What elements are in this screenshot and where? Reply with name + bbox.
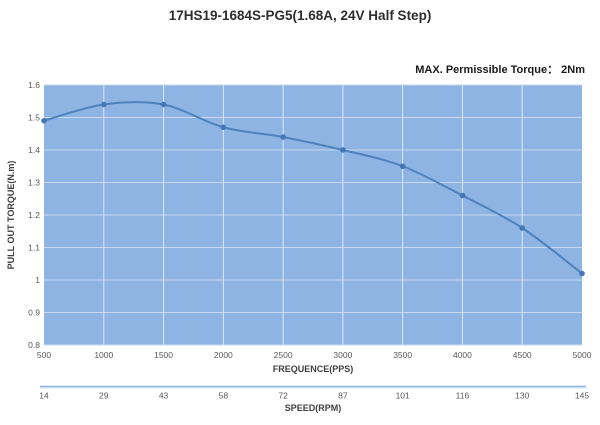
y-tick-label: 1.5 [28, 113, 40, 123]
data-point-marker [100, 101, 107, 108]
data-point-marker [519, 225, 526, 231]
torque-curve [43, 101, 583, 275]
speed-tick-label: 116 [456, 391, 470, 401]
y-tick-label: 1.1 [28, 243, 40, 253]
y-tick-label: 1.2 [28, 210, 40, 220]
speed-tick-label: 72 [278, 391, 288, 401]
speed-tick-label: 130 [515, 391, 529, 401]
speed-tick-label: 58 [219, 391, 229, 401]
data-point-marker [220, 124, 227, 131]
speed-tick-label: 145 [575, 391, 589, 401]
x-tick-label: 3500 [393, 350, 412, 360]
speed-tick-label: 101 [396, 391, 410, 401]
x-tick-label: 2500 [274, 350, 293, 360]
y-tick-label: 1.3 [28, 178, 40, 188]
y-tick-label: 0.8 [28, 340, 40, 350]
data-point-marker [399, 163, 406, 170]
x-tick-label: 3000 [333, 350, 352, 360]
speed-tick-label: 87 [338, 391, 348, 401]
max-permissible-torque-annotation: MAX. Permissible Torque： 2Nm [415, 64, 585, 76]
x-axis-title: FREQUENCE(PPS) [272, 364, 354, 374]
data-point-marker [579, 270, 585, 277]
y-tick-label: 0.9 [28, 308, 40, 318]
chart-title: 17HS19-1684S-PG5(1.68A, 24V Half Step) [168, 8, 432, 23]
data-point-marker [160, 101, 167, 108]
speed-tick-label: 43 [159, 391, 169, 401]
x-tick-label: 4000 [453, 350, 472, 360]
x-tick-label: 5000 [573, 350, 592, 360]
speed-tick-label: 14 [39, 391, 49, 401]
y-tick-label: 1 [35, 275, 40, 285]
y-axis-title: PULL OUT TORQUE(N.m) [6, 160, 16, 270]
x-tick-label: 500 [37, 350, 51, 360]
data-point-marker [340, 147, 346, 153]
speed-tick-label: 29 [99, 391, 109, 401]
x-tick-label: 1000 [94, 350, 113, 360]
data-point-marker [41, 117, 47, 124]
data-point-marker [280, 134, 286, 140]
x-tick-label: 1500 [154, 350, 173, 360]
x-tick-label: 4500 [513, 350, 532, 360]
y-tick-label: 1.4 [28, 145, 40, 155]
y-tick-label: 1.6 [28, 80, 40, 90]
x-tick-label: 2000 [214, 350, 233, 360]
speed-axis-title: SPEED(RPM) [284, 403, 342, 413]
data-point-marker [459, 192, 466, 199]
